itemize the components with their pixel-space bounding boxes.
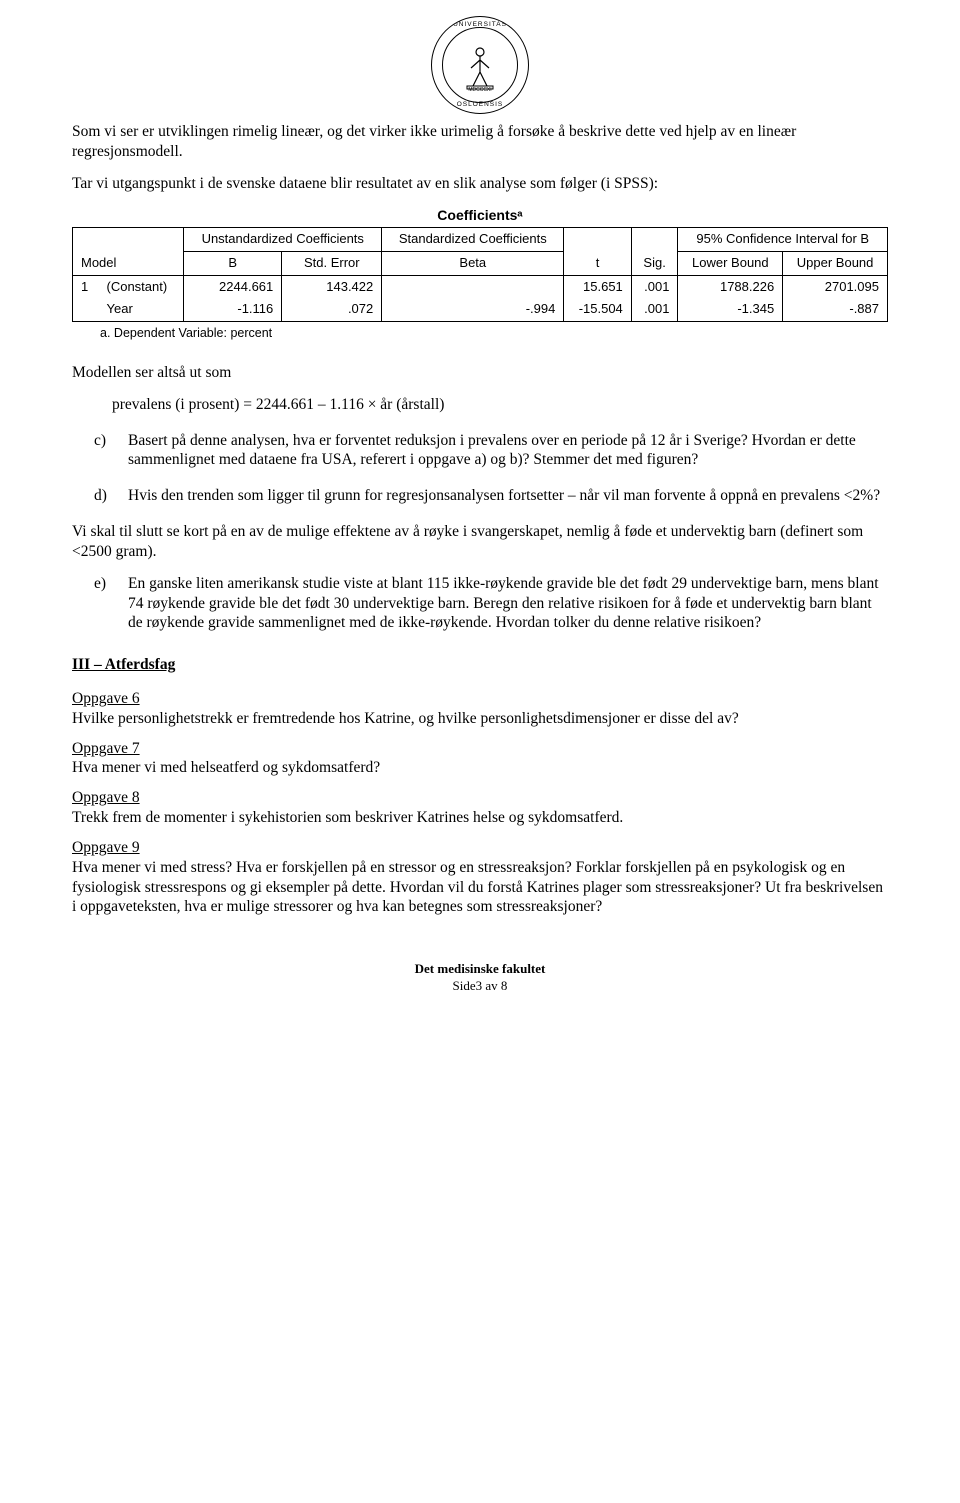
- cell-model-num: 1: [73, 275, 99, 298]
- table-footnote: a. Dependent Variable: percent: [100, 325, 888, 341]
- oppgave-body: Hvilke personlighetstrekk er fremtredend…: [72, 709, 888, 729]
- list-item-c: c) Basert på denne analysen, hva er forv…: [128, 431, 888, 471]
- list-item-d: d) Hvis den trenden som ligger til grunn…: [128, 486, 888, 506]
- model-equation: prevalens (i prosent) = 2244.661 – 1.116…: [112, 395, 888, 415]
- list-text: Basert på denne analysen, hva er forvent…: [128, 432, 856, 469]
- page-footer: Det medisinske fakultet Side3 av 8: [72, 961, 888, 994]
- list-text: En ganske liten amerikansk studie viste …: [128, 575, 879, 632]
- table-title: Coefficientsᵃ: [72, 207, 888, 225]
- cell-lb: -1.345: [678, 298, 783, 321]
- cell-beta: [382, 275, 564, 298]
- col-b: B: [184, 252, 282, 276]
- oppgave-body: Hva mener vi med helseatferd og sykdomsa…: [72, 758, 888, 778]
- col-t: t: [564, 252, 631, 276]
- cell-t: 15.651: [564, 275, 631, 298]
- col-std: Standardized Coefficients: [382, 228, 564, 252]
- cell-b: -1.116: [184, 298, 282, 321]
- cell-t: -15.504: [564, 298, 631, 321]
- cell-ub: 2701.095: [783, 275, 888, 298]
- col-sig: Sig.: [631, 252, 678, 276]
- oppgave-heading: Oppgave 6: [72, 689, 888, 709]
- col-unstd: Unstandardized Coefficients: [184, 228, 382, 252]
- seal-figure-icon: MDCCCXI: [453, 38, 507, 92]
- table-row: 1 (Constant) 2244.661 143.422 15.651 .00…: [73, 275, 888, 298]
- table-row: Year -1.116 .072 -.994 -15.504 .001 -1.3…: [73, 298, 888, 321]
- cell-b: 2244.661: [184, 275, 282, 298]
- cell-sig: .001: [631, 275, 678, 298]
- footnote-text: Dependent Variable: percent: [114, 326, 272, 340]
- oppgave-heading: Oppgave 7: [72, 739, 888, 759]
- footer-faculty: Det medisinske fakultet: [72, 961, 888, 978]
- list-marker: c): [94, 431, 106, 451]
- cell-beta: -.994: [382, 298, 564, 321]
- cell-ub: -.887: [783, 298, 888, 321]
- oppgave-body: Trekk frem de momenter i sykehistorien s…: [72, 808, 888, 828]
- seal-inner-ring: MDCCCXI: [442, 27, 518, 103]
- seal-outer-ring: UNIVERSITAS MDCCCXI OSLOENSIS: [431, 16, 529, 114]
- university-seal: UNIVERSITAS MDCCCXI OSLOENSIS: [72, 16, 888, 114]
- col-ci: 95% Confidence Interval for B: [678, 228, 888, 252]
- oppgave-heading: Oppgave 8: [72, 788, 888, 808]
- list-marker: e): [94, 574, 106, 594]
- oppgave-heading: Oppgave 9: [72, 838, 888, 858]
- col-model: Model: [73, 252, 184, 276]
- cell-lb: 1788.226: [678, 275, 783, 298]
- cell-se: .072: [282, 298, 382, 321]
- footer-page-number: Side3 av 8: [72, 978, 888, 995]
- closing-paragraph: Vi skal til slutt se kort på en av de mu…: [72, 522, 888, 562]
- intro-paragraph-1: Som vi ser er utviklingen rimelig lineær…: [72, 122, 888, 162]
- seal-text-bottom: OSLOENSIS: [457, 101, 504, 109]
- oppgave-body: Hva mener vi med stress? Hva er forskjel…: [72, 858, 888, 917]
- col-lb: Lower Bound: [678, 252, 783, 276]
- list-text: Hvis den trenden som ligger til grunn fo…: [128, 487, 880, 504]
- cell-se: 143.422: [282, 275, 382, 298]
- col-beta: Beta: [382, 252, 564, 276]
- list-marker: d): [94, 486, 107, 506]
- svg-text:MDCCCXI: MDCCCXI: [468, 87, 491, 92]
- list-item-e: e) En ganske liten amerikansk studie vis…: [128, 574, 888, 633]
- footnote-marker: a.: [100, 326, 110, 340]
- cell-label: (Constant): [99, 275, 184, 298]
- cell-label: Year: [99, 298, 184, 321]
- seal-text-top: UNIVERSITAS: [453, 21, 507, 29]
- cell-sig: .001: [631, 298, 678, 321]
- col-stderr: Std. Error: [282, 252, 382, 276]
- cell-model-num: [73, 298, 99, 321]
- coefficients-table: Unstandardized Coefficients Standardized…: [72, 227, 888, 322]
- col-ub: Upper Bound: [783, 252, 888, 276]
- intro-paragraph-2: Tar vi utgangspunkt i de svenske dataene…: [72, 174, 888, 194]
- model-intro: Modellen ser altså ut som: [72, 363, 888, 383]
- section-heading: III – Atferdsfag: [72, 655, 888, 675]
